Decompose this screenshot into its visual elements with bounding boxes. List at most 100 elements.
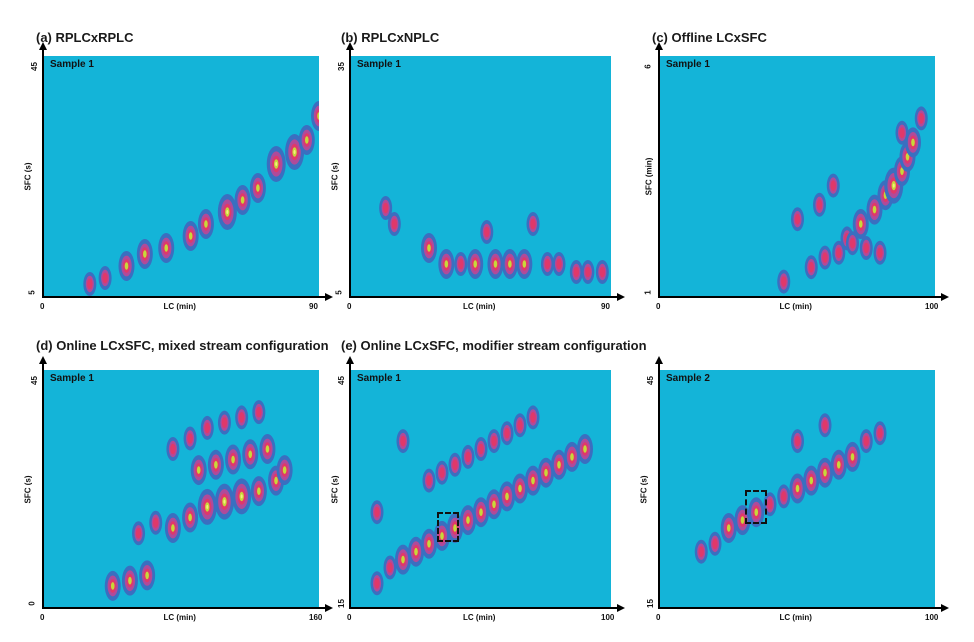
x-axis-arrow [325,293,333,301]
panel-title: (a) RPLCxRPLC [36,30,134,45]
peak-spot [83,272,97,296]
x-axis [658,296,941,298]
peak-contour [382,202,389,214]
peak-spot [538,457,554,488]
peak-contour [830,180,836,191]
x-tick-label: 0 [656,613,661,622]
peak-spot [136,239,153,269]
y-axis-arrow [346,42,354,50]
peak-contour [427,244,431,252]
heatmap-svg [83,101,319,296]
peak-contour [282,466,287,474]
y-tick-label: 45 [645,376,655,385]
peak-spot [217,410,231,435]
peak-spot [421,233,437,263]
peak-contour [905,153,910,161]
plot-area: Sample 1 [44,56,319,296]
peak-spot [817,457,833,488]
y-tick-label: 1 [643,290,653,295]
x-axis [42,607,325,609]
peak-contour [256,184,260,192]
y-axis-label: SFC (s) [23,162,33,191]
peak-spot [448,452,462,477]
peak-spot [540,252,554,276]
peak-contour [473,260,478,268]
y-tick-label: 15 [645,599,655,608]
peak-spot [249,173,266,203]
plot-area: Sample 1 [44,370,319,607]
peak-contour [530,218,536,230]
peak-contour [135,527,142,539]
peak-contour [231,455,235,464]
x-axis-arrow [941,604,949,612]
peak-spot [435,460,449,485]
peak-spot [207,449,224,480]
peak-contour [823,468,827,477]
peak-spot [235,405,249,430]
peak-contour [143,250,147,258]
x-tick-label: 160 [309,613,323,622]
peak-contour [466,516,470,524]
peak-contour [214,461,218,469]
peak-spot [387,212,401,236]
panel-title: (c) Offline LCxSFC [652,30,767,45]
y-tick-label: 5 [27,290,37,295]
heatmap-svg [777,106,928,294]
peak-contour [401,555,405,564]
peak-contour [427,540,431,548]
x-tick-label: 100 [925,302,939,311]
peak-spot [182,221,199,251]
peak-contour [221,417,228,429]
peak-contour [204,220,208,228]
peak-spot [581,260,595,284]
peak-contour [128,576,132,585]
y-tick-label: 45 [29,62,39,71]
peak-spot [486,489,502,520]
peak-contour [836,461,841,469]
peak-contour [387,562,393,573]
peak-contour [767,498,773,510]
peak-contour [505,492,509,501]
y-axis-label: SFC (s) [330,162,340,191]
peak-spot [234,185,251,215]
peak-spot [383,555,397,580]
peak-contour [573,266,580,278]
peak-contour [226,210,229,214]
peak-spot [454,252,468,276]
peak-spot [791,429,804,454]
peak-spot [859,429,873,454]
peak-contour [164,244,169,252]
peak-spot [214,483,234,520]
peak-contour [240,494,243,499]
y-axis [658,364,660,609]
peak-contour [426,475,432,486]
peak-contour [256,406,262,418]
peak-spot [803,465,820,496]
peak-spot [200,415,214,440]
sample-label: Sample 1 [666,59,710,70]
peak-spot [564,441,580,472]
x-axis-arrow [325,604,333,612]
peak-contour [188,232,193,240]
plot-area: Sample 1 [351,56,611,296]
peak-contour [206,504,209,509]
peak-contour [145,571,149,580]
peak-spot [512,473,528,504]
peak-spot [813,192,826,217]
x-tick-label: 100 [601,613,615,622]
peak-spot [474,437,488,461]
peak-spot [183,426,197,451]
peak-spot [164,513,181,543]
peak-spot [396,429,410,454]
peak-contour [754,508,759,516]
peak-spot [447,513,463,543]
peak-spot [826,173,840,198]
peak-contour [816,199,823,211]
peak-contour [544,468,548,477]
peak-contour [187,433,193,444]
peak-spot [132,521,146,546]
peak-spot [818,245,832,270]
peak-spot [804,255,818,280]
panel-title: (d) Online LCxSFC, mixed stream configur… [36,338,329,353]
peak-spot [252,400,266,425]
